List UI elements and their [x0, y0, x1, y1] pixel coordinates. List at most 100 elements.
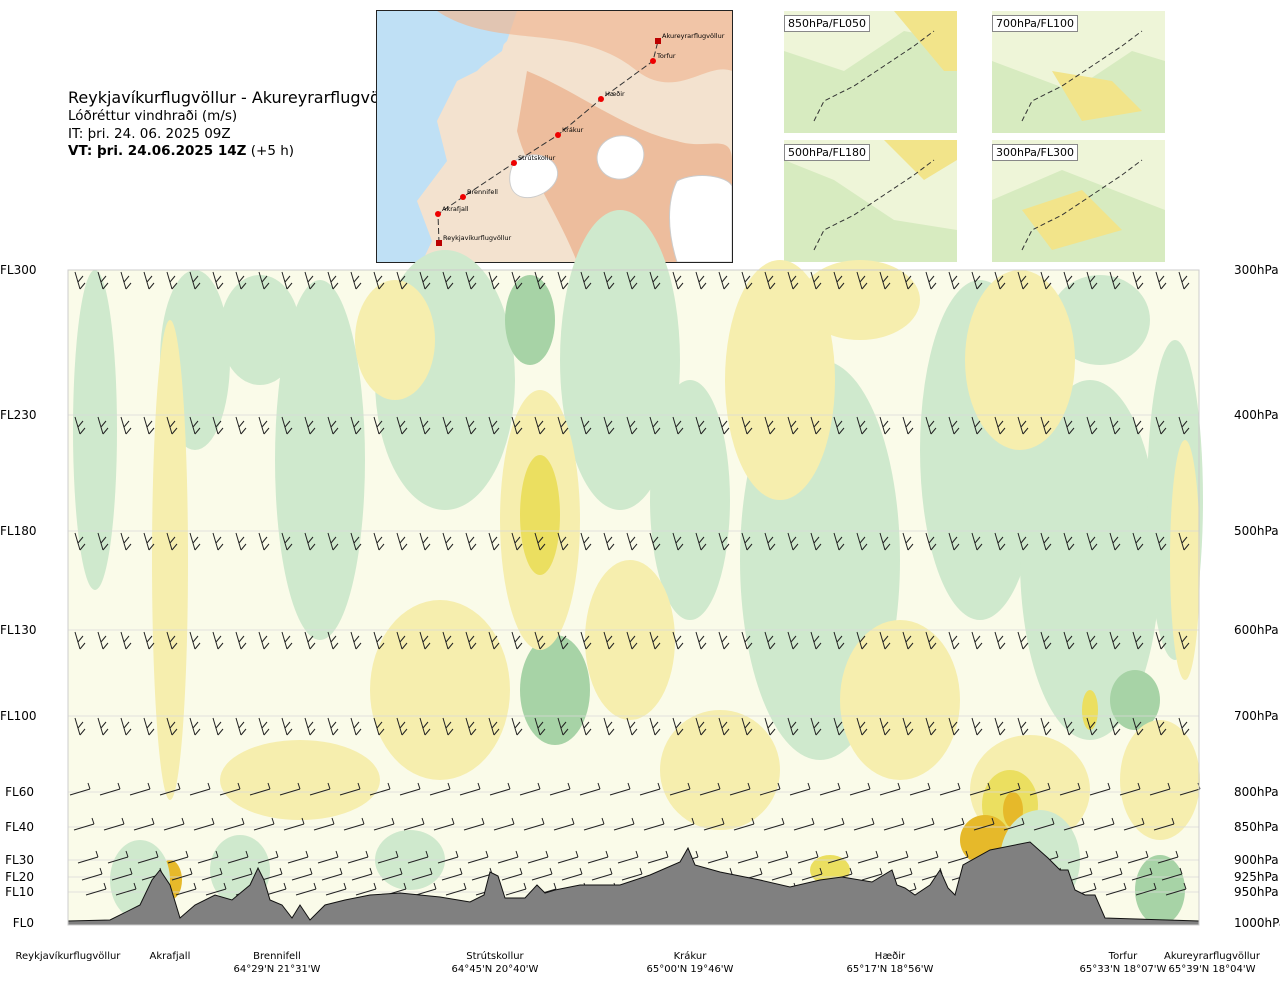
wind-barb	[1157, 850, 1179, 864]
flight-level-label: FL30	[5, 853, 34, 867]
wind-barb	[74, 271, 86, 290]
wind-barb	[1017, 532, 1029, 551]
wind-barb	[163, 817, 185, 831]
wind-barb	[947, 850, 969, 864]
wind-barb	[69, 782, 91, 796]
wind-barb	[819, 782, 841, 796]
thumbnail-700hpa[interactable]: 700hPa/FL100	[992, 11, 1165, 133]
wind-barb	[493, 817, 515, 831]
wind-barb	[718, 532, 730, 551]
wind-barb	[465, 717, 477, 736]
wind-barb	[519, 782, 541, 796]
wind-barb	[120, 271, 132, 290]
wind-barb	[74, 532, 86, 551]
wind-barb	[1093, 817, 1115, 831]
wind-barb	[557, 271, 569, 290]
wind-barb	[561, 867, 583, 881]
pressure-level-label: 850hPa	[1234, 820, 1279, 834]
pressure-level-label: 950hPa	[1234, 885, 1279, 899]
heatmap-cell	[725, 260, 835, 500]
wind-barb	[833, 532, 845, 551]
wind-barb	[281, 631, 293, 650]
wind-barb	[1178, 271, 1190, 290]
wind-barb	[212, 631, 224, 650]
wind-barb	[1040, 416, 1052, 435]
wind-barb	[327, 271, 339, 290]
wind-barb	[759, 782, 781, 796]
wind-barb	[1029, 782, 1051, 796]
wind-barb	[763, 817, 785, 831]
flight-level-label: FL0	[12, 916, 34, 930]
wind-barb	[649, 717, 661, 736]
wind-barb	[879, 631, 891, 650]
wind-barb	[258, 416, 270, 435]
wind-barb	[488, 717, 500, 736]
wind-barb	[534, 532, 546, 551]
wind-barb	[879, 532, 891, 551]
wind-barb	[557, 416, 569, 435]
wind-barb	[718, 631, 730, 650]
wind-barb	[396, 717, 408, 736]
wind-barb	[534, 717, 546, 736]
wind-barb	[429, 782, 451, 796]
wind-barb	[415, 882, 437, 896]
wind-barb	[793, 817, 815, 831]
wind-barb	[1040, 631, 1052, 650]
wind-barb	[718, 717, 730, 736]
route-point-label: Krákur	[562, 126, 584, 134]
wind-barb	[948, 271, 960, 290]
wind-barb	[295, 882, 317, 896]
wind-barb	[1017, 416, 1029, 435]
wind-barb	[258, 532, 270, 551]
wind-barb	[973, 817, 995, 831]
wind-barb	[853, 817, 875, 831]
pressure-level-label: 400hPa	[1234, 408, 1279, 422]
wind-barb	[833, 416, 845, 435]
wind-barb	[673, 817, 695, 831]
wind-barb	[1101, 867, 1123, 881]
thumbnail-850hpa[interactable]: 850hPa/FL050	[784, 11, 957, 133]
wind-barb	[764, 631, 776, 650]
wind-barb	[212, 271, 224, 290]
location-coordinate: 64°29'N 21°31'W	[233, 964, 321, 975]
wind-barb	[441, 867, 463, 881]
wind-barb	[373, 416, 385, 435]
wind-barb	[810, 271, 822, 290]
wind-barb	[1178, 717, 1190, 736]
wind-barb	[1149, 782, 1171, 796]
thumbnail-500hpa[interactable]: 500hPa/FL180	[784, 140, 957, 262]
wind-barb	[948, 416, 960, 435]
wind-barb	[253, 817, 275, 831]
wind-barb	[617, 850, 639, 864]
wind-barb	[171, 867, 193, 881]
wind-barb	[1086, 416, 1098, 435]
heatmap-cell	[1082, 690, 1098, 730]
flight-level-label: FL60	[5, 785, 34, 799]
location-coordinate: 65°17'N 18°56'W	[846, 964, 934, 975]
thumbnail-300hpa[interactable]: 300hPa/FL300	[992, 140, 1165, 262]
wind-barb	[120, 631, 132, 650]
wind-barb	[258, 631, 270, 650]
wind-barb	[189, 271, 201, 290]
heatmap-cell	[660, 710, 780, 830]
wind-barb	[350, 416, 362, 435]
wind-barb	[1131, 867, 1153, 881]
heatmap-cell	[73, 270, 117, 590]
wind-barb	[810, 416, 822, 435]
chart-subtitle: Lóðréttur vindhraði (m/s)	[68, 108, 238, 124]
wind-barb	[201, 867, 223, 881]
wind-barb	[396, 532, 408, 551]
wind-barb	[304, 631, 316, 650]
axis-location-label: Brennifell 64°29'N 21°31'W	[234, 950, 321, 976]
wind-barb	[695, 631, 707, 650]
wind-barb	[649, 271, 661, 290]
wind-barb	[257, 850, 279, 864]
wind-barb	[325, 882, 347, 896]
wind-barb	[355, 882, 377, 896]
wind-barb	[73, 817, 95, 831]
wind-barb	[159, 782, 181, 796]
wind-barb	[557, 532, 569, 551]
wind-barb	[350, 631, 362, 650]
route-point-marker	[650, 58, 656, 64]
location-name: Akureyrarflugvöllur	[1164, 951, 1261, 962]
